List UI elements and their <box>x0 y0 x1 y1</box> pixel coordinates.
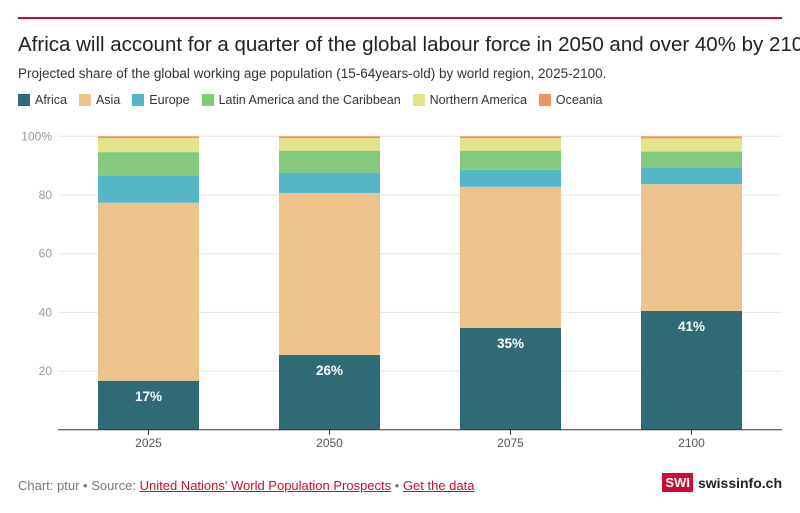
data-label: 41% <box>678 319 705 334</box>
swissinfo-logo[interactable]: SWI swissinfo.ch <box>662 473 782 492</box>
y-tick-label: 20 <box>39 364 53 378</box>
bar-segment-asia-2075 <box>460 186 561 328</box>
legend-label: Oceania <box>555 93 603 107</box>
bar-segment-europe-2075 <box>460 169 561 187</box>
bar-segment-northern-america-2025 <box>98 138 199 153</box>
logo-text: swissinfo.ch <box>697 474 782 491</box>
bar-segment-africa-2050 <box>279 354 380 430</box>
legend-swatch <box>78 94 91 106</box>
bar-segment-northern-america-2050 <box>279 138 380 151</box>
y-tick-label: 100% <box>21 129 52 143</box>
x-tick-label: 2100 <box>678 436 705 450</box>
legend: Africa Asia Europe Latin America and the Ca… <box>18 93 602 107</box>
x-tick-label: 2075 <box>497 436 524 450</box>
bar-segment-europe-2100 <box>641 167 742 185</box>
legend-item-northern-america: Northern America <box>412 93 527 107</box>
legend-item-latin-america-and-the-caribbean: Latin America and the Caribbean <box>201 93 401 107</box>
bar-segment-northern-america-2075 <box>460 138 561 151</box>
legend-item-africa: Africa <box>18 93 67 107</box>
data-label: 17% <box>135 389 162 404</box>
legend-swatch <box>538 94 551 106</box>
legend-label: Northern America <box>429 93 527 107</box>
x-tick-label: 2050 <box>316 436 343 450</box>
footer-credit: Chart: ptur • Source: <box>18 478 140 493</box>
bar-segment-oceania-2050 <box>279 136 380 139</box>
footer: Chart: ptur • Source: United Nations' Wo… <box>18 478 475 493</box>
bar-segment-latin-america-and-the-caribbean-2025 <box>98 152 199 176</box>
bar-segment-oceania-2025 <box>98 136 199 139</box>
chart-subtitle: Projected share of the global working ag… <box>18 66 607 81</box>
bar-segment-africa-2075 <box>460 327 561 430</box>
legend-label: Latin America and the Caribbean <box>218 93 401 107</box>
bar-segment-oceania-2100 <box>641 136 742 139</box>
legend-swatch <box>412 94 425 106</box>
data-label: 26% <box>316 363 343 378</box>
legend-swatch <box>18 94 30 106</box>
bar-segment-latin-america-and-the-caribbean-2075 <box>460 150 561 170</box>
bar-segment-africa-2100 <box>641 310 742 430</box>
legend-swatch <box>201 94 214 106</box>
bar-segment-europe-2025 <box>98 175 199 203</box>
data-label: 35% <box>497 336 524 351</box>
legend-item-asia: Asia <box>78 93 121 107</box>
footer-separator: • <box>391 478 403 493</box>
bar-segment-asia-2025 <box>98 202 199 381</box>
legend-swatch <box>132 94 145 106</box>
legend-item-oceania: Oceania <box>538 93 603 107</box>
x-tick-label: 2025 <box>135 436 162 450</box>
bar-segment-africa-2025 <box>98 380 199 430</box>
logo-box: SWI <box>662 473 693 492</box>
bar-segment-oceania-2075 <box>460 136 561 139</box>
legend-label: Asia <box>95 93 121 107</box>
legend-label: Africa <box>35 93 67 107</box>
chart-title: Africa will account for a quarter of the… <box>18 33 800 56</box>
y-tick-label: 80 <box>39 188 53 202</box>
y-tick-label: 60 <box>39 247 53 261</box>
y-tick-label: 40 <box>39 305 53 319</box>
bar-segment-latin-america-and-the-caribbean-2050 <box>279 150 380 173</box>
legend-label: Europe <box>149 93 190 107</box>
legend-item-europe: Europe <box>132 93 190 107</box>
bar-segment-asia-2050 <box>279 192 380 355</box>
top-accent-line <box>18 17 782 19</box>
bar-segment-northern-america-2100 <box>641 138 742 152</box>
bar-segment-asia-2100 <box>641 184 742 311</box>
get-data-link[interactable]: Get the data <box>402 478 475 493</box>
source-link[interactable]: United Nations' World Population Prospec… <box>139 478 392 493</box>
bar-segment-latin-america-and-the-caribbean-2100 <box>641 151 742 168</box>
bar-segment-europe-2050 <box>279 172 380 193</box>
